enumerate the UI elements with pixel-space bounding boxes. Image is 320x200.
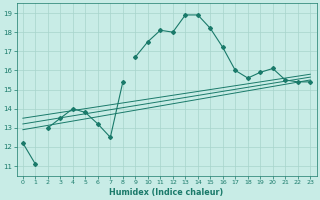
X-axis label: Humidex (Indice chaleur): Humidex (Indice chaleur) <box>109 188 224 197</box>
